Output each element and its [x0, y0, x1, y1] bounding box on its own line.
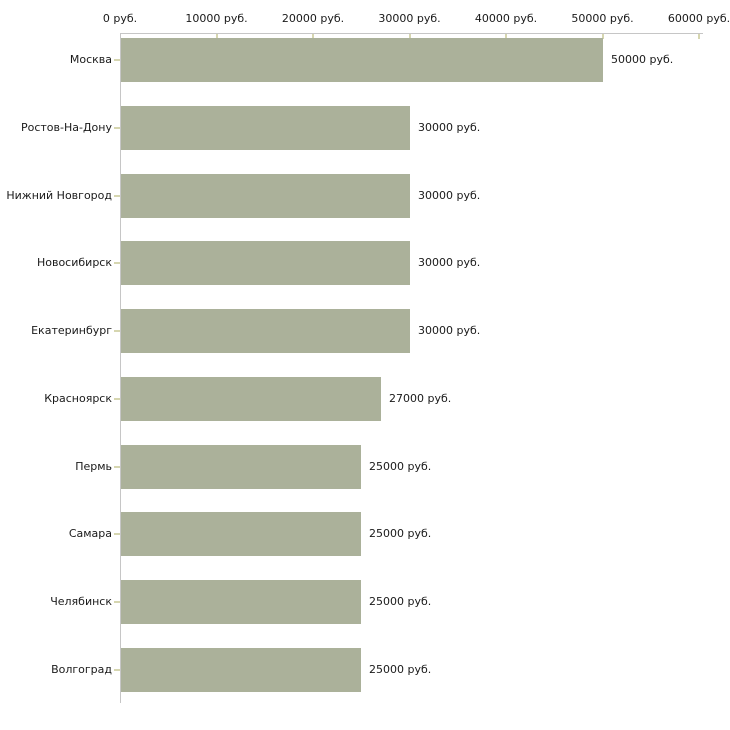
y-axis-line	[120, 33, 121, 703]
category-tick	[114, 601, 120, 603]
category-tick	[114, 127, 120, 129]
category-label: Челябинск	[50, 595, 112, 608]
category-label: Екатеринбург	[31, 324, 112, 337]
bar	[121, 580, 361, 624]
x-axis-tick-label: 30000 руб.	[378, 12, 441, 25]
x-axis-tick-label: 60000 руб.	[667, 12, 730, 25]
category-tick	[114, 59, 120, 61]
x-axis-line	[120, 33, 703, 34]
x-axis-tick	[698, 34, 700, 39]
x-axis-tick	[601, 34, 604, 39]
bar	[121, 241, 410, 285]
category-label: Москва	[69, 53, 112, 66]
x-axis-tick-label: 0 руб.	[102, 12, 138, 25]
category-label: Пермь	[75, 460, 112, 473]
value-label: 27000 руб.	[389, 392, 452, 405]
value-label: 25000 руб.	[369, 460, 432, 473]
value-label: 25000 руб.	[369, 663, 432, 676]
category-tick	[114, 533, 120, 535]
bar	[121, 106, 410, 150]
category-label: Новосибирск	[36, 256, 112, 269]
value-label: 25000 руб.	[369, 595, 432, 608]
bar	[121, 174, 410, 218]
category-label: Самара	[68, 527, 112, 540]
x-axis-tick-label: 10000 руб.	[185, 12, 248, 25]
bar	[121, 38, 603, 82]
value-label: 50000 руб.	[611, 53, 674, 66]
x-axis-tick	[312, 34, 314, 39]
x-axis-tick-label: 40000 руб.	[474, 12, 538, 25]
category-tick	[114, 330, 120, 332]
x-axis-tick	[505, 34, 507, 39]
category-tick	[114, 669, 120, 671]
category-label: Красноярск	[44, 392, 112, 405]
x-axis-tick	[215, 34, 218, 39]
category-label: Волгоград	[51, 663, 112, 676]
category-label: Ростов-На-Дону	[20, 121, 112, 134]
value-label: 30000 руб.	[418, 121, 481, 134]
value-label: 25000 руб.	[369, 527, 432, 540]
category-tick	[114, 466, 120, 468]
x-axis-tick-label: 50000 руб.	[571, 12, 634, 25]
category-tick	[114, 398, 120, 400]
value-label: 30000 руб.	[418, 256, 481, 269]
category-tick	[114, 195, 120, 197]
bar	[121, 445, 361, 489]
x-axis-tick-label: 20000 руб.	[281, 12, 345, 25]
bar	[121, 309, 410, 353]
value-label: 30000 руб.	[418, 324, 481, 337]
x-axis-tick	[408, 34, 411, 39]
category-label: Нижний Новгород	[6, 189, 112, 202]
bar	[121, 648, 361, 692]
value-label: 30000 руб.	[418, 189, 481, 202]
bar	[121, 377, 381, 421]
bar	[121, 512, 361, 556]
category-tick	[114, 262, 120, 264]
